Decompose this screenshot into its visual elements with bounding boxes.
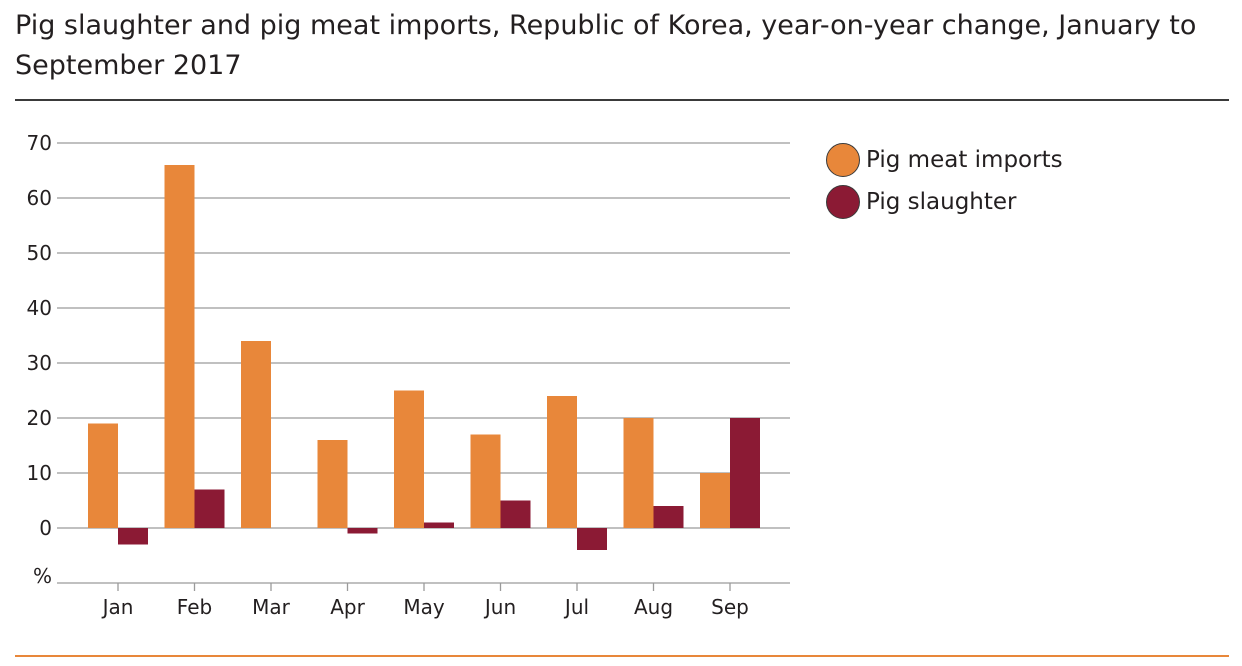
chart-title: Pig slaughter and pig meat imports, Repu… xyxy=(15,10,1197,81)
bar-pig-meat-imports xyxy=(700,473,730,528)
bar-pig-slaughter xyxy=(730,418,760,528)
x-tick-label: Feb xyxy=(177,595,212,619)
legend-item: Pig meat imports xyxy=(826,139,1063,181)
x-tick-label: Apr xyxy=(330,595,365,619)
y-tick-label: 60 xyxy=(27,186,52,210)
legend-label: Pig meat imports xyxy=(866,147,1063,173)
x-tick-label: Aug xyxy=(634,595,673,619)
legend: Pig meat imports Pig slaughter xyxy=(826,139,1063,223)
legend-swatch xyxy=(826,143,860,177)
bar-pig-meat-imports xyxy=(164,165,195,528)
bar-pig-slaughter xyxy=(577,528,607,550)
bar-pig-slaughter xyxy=(500,500,531,528)
bar-pig-slaughter xyxy=(347,528,378,534)
x-tick-label: Mar xyxy=(252,595,291,619)
bar-pig-meat-imports xyxy=(547,396,577,528)
bar-pig-meat-imports xyxy=(470,434,501,528)
y-tick-label: 50 xyxy=(27,241,52,265)
bar-pig-meat-imports xyxy=(623,418,654,528)
x-tick-label: Jul xyxy=(563,595,589,619)
bars xyxy=(88,165,760,550)
legend-swatch xyxy=(826,185,860,219)
x-tick-label: Sep xyxy=(711,595,749,619)
legend-item: Pig slaughter xyxy=(826,181,1063,223)
bar-pig-slaughter xyxy=(653,506,684,528)
bar-pig-meat-imports xyxy=(88,423,118,528)
title-rule xyxy=(15,99,1229,101)
y-tick-label: 40 xyxy=(27,296,52,320)
bar-pig-meat-imports xyxy=(394,390,424,528)
bar-pig-meat-imports xyxy=(241,341,271,528)
bar-pig-meat-imports xyxy=(317,440,348,528)
y-tick-label: 10 xyxy=(27,461,52,485)
bar-pig-slaughter xyxy=(194,489,225,528)
bar-pig-slaughter xyxy=(424,522,454,528)
y-tick-label: 70 xyxy=(27,131,52,155)
tick-labels: 0 10 20 30 40 50 60 70% Jan Feb Mar Apr May Jun Jul Aug… xyxy=(27,131,749,619)
x-tick-label: Jun xyxy=(483,595,516,619)
x-tick-label: May xyxy=(403,595,445,619)
y-tick-label: 20 xyxy=(27,406,52,430)
x-tick-label: Jan xyxy=(101,595,134,619)
y-tick-label: 30 xyxy=(27,351,52,375)
bar-pig-slaughter xyxy=(118,528,148,545)
legend-label: Pig slaughter xyxy=(866,189,1017,215)
bottom-rule xyxy=(15,655,1229,657)
y-tick-label: 0 xyxy=(39,516,52,540)
y-axis-unit-label: % xyxy=(33,564,52,588)
